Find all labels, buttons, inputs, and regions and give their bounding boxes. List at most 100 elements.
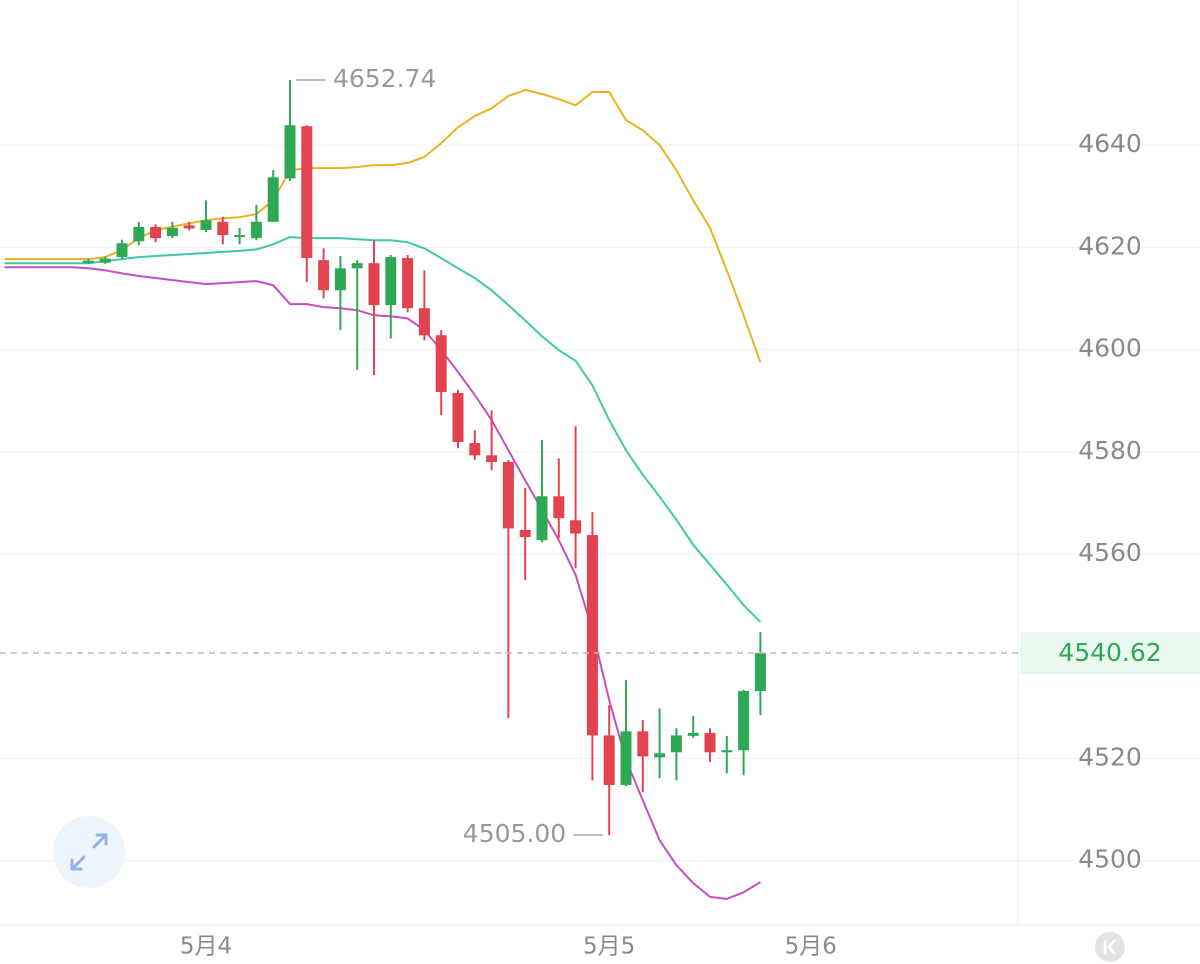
- candle: [418, 270, 430, 341]
- candle-body: [267, 177, 279, 222]
- band-line: [4, 266, 761, 900]
- candle-body: [418, 308, 430, 336]
- candle-body: [754, 653, 766, 691]
- candle: [586, 512, 598, 781]
- last-price-box: [1020, 632, 1200, 675]
- candle: [654, 708, 666, 779]
- candle-body: [166, 227, 178, 237]
- y-tick-label: 4500: [1078, 845, 1142, 874]
- candle-body: [570, 520, 582, 534]
- candle-body: [603, 735, 615, 785]
- candle-body: [670, 735, 682, 753]
- candle: [318, 248, 330, 299]
- candle-body: [486, 455, 498, 462]
- candle-body: [469, 443, 481, 456]
- candle: [284, 80, 296, 181]
- y-tick-label: 4640: [1078, 129, 1142, 158]
- candle: [570, 426, 582, 569]
- candle: [250, 204, 262, 241]
- candle-body: [368, 263, 380, 306]
- candle: [452, 389, 464, 449]
- candle: [738, 689, 750, 776]
- candle-body: [435, 335, 447, 392]
- candle-body: [150, 226, 162, 239]
- low-label: 4505.00: [463, 819, 566, 848]
- candle: [82, 258, 94, 264]
- candle-body: [721, 750, 733, 753]
- band-line: [4, 236, 762, 623]
- high-label: 4652.74: [333, 64, 436, 93]
- candle-body: [452, 392, 464, 443]
- candle: [620, 680, 632, 786]
- candle-body: [637, 731, 649, 757]
- reset-icon: [1103, 939, 1116, 955]
- candle: [435, 330, 447, 415]
- last-price-label: 4540.62: [1058, 638, 1161, 667]
- candle: [502, 459, 514, 719]
- candle: [200, 200, 212, 233]
- candle: [704, 728, 716, 762]
- y-tick-label: 4560: [1078, 538, 1142, 567]
- candle: [234, 227, 246, 245]
- candle-body: [133, 226, 145, 242]
- candle: [469, 430, 481, 460]
- candle: [754, 632, 766, 715]
- reset-button[interactable]: [1095, 932, 1125, 962]
- x-tick-label: 5月5: [583, 934, 635, 960]
- candle: [116, 239, 128, 260]
- y-tick-label: 4520: [1078, 742, 1142, 771]
- candle-body: [620, 731, 632, 785]
- candle: [368, 240, 380, 376]
- candle-body: [536, 496, 548, 541]
- x-tick-label: 5月4: [180, 934, 232, 960]
- candle: [334, 256, 346, 331]
- candle-body: [402, 258, 414, 309]
- candle: [301, 125, 313, 283]
- expand-button[interactable]: [53, 816, 125, 888]
- y-tick-label: 4580: [1078, 436, 1142, 465]
- candle-body: [334, 268, 346, 291]
- candle: [183, 221, 195, 231]
- candle-body: [301, 126, 313, 259]
- candle: [519, 488, 531, 581]
- candle-body: [318, 260, 330, 291]
- candle: [217, 216, 229, 245]
- candle: [166, 221, 178, 239]
- candle-body: [654, 753, 666, 758]
- candle: [486, 410, 498, 471]
- candle-body: [519, 529, 531, 538]
- candle: [670, 728, 682, 781]
- band-line: [4, 88, 762, 363]
- candle-body: [99, 258, 111, 263]
- candle: [385, 255, 397, 339]
- candle: [536, 440, 548, 543]
- candle: [687, 715, 699, 738]
- candle: [133, 221, 145, 246]
- candle-body: [687, 732, 699, 736]
- candle-body: [553, 496, 565, 519]
- candle-body: [704, 732, 716, 753]
- candle: [99, 256, 111, 264]
- candle: [267, 170, 279, 222]
- candle-body: [502, 461, 514, 529]
- candle-body: [183, 225, 195, 229]
- candle: [402, 255, 414, 313]
- expand-icon: [70, 833, 108, 871]
- candle-body: [116, 243, 128, 258]
- candle: [603, 705, 615, 836]
- x-tick-label: 5月6: [785, 934, 837, 960]
- candle-body: [351, 263, 363, 269]
- y-tick-label: 4620: [1078, 231, 1142, 260]
- y-tick-label: 4600: [1078, 334, 1142, 363]
- candle-body: [250, 221, 262, 239]
- candle-body: [200, 220, 212, 230]
- expand-button-bg: [53, 816, 125, 888]
- candle: [150, 224, 162, 243]
- candle: [721, 735, 733, 774]
- candle-body: [234, 235, 246, 238]
- candle: [553, 458, 565, 539]
- candle-body: [385, 257, 397, 306]
- candle-body: [284, 125, 296, 179]
- candle: [351, 260, 363, 370]
